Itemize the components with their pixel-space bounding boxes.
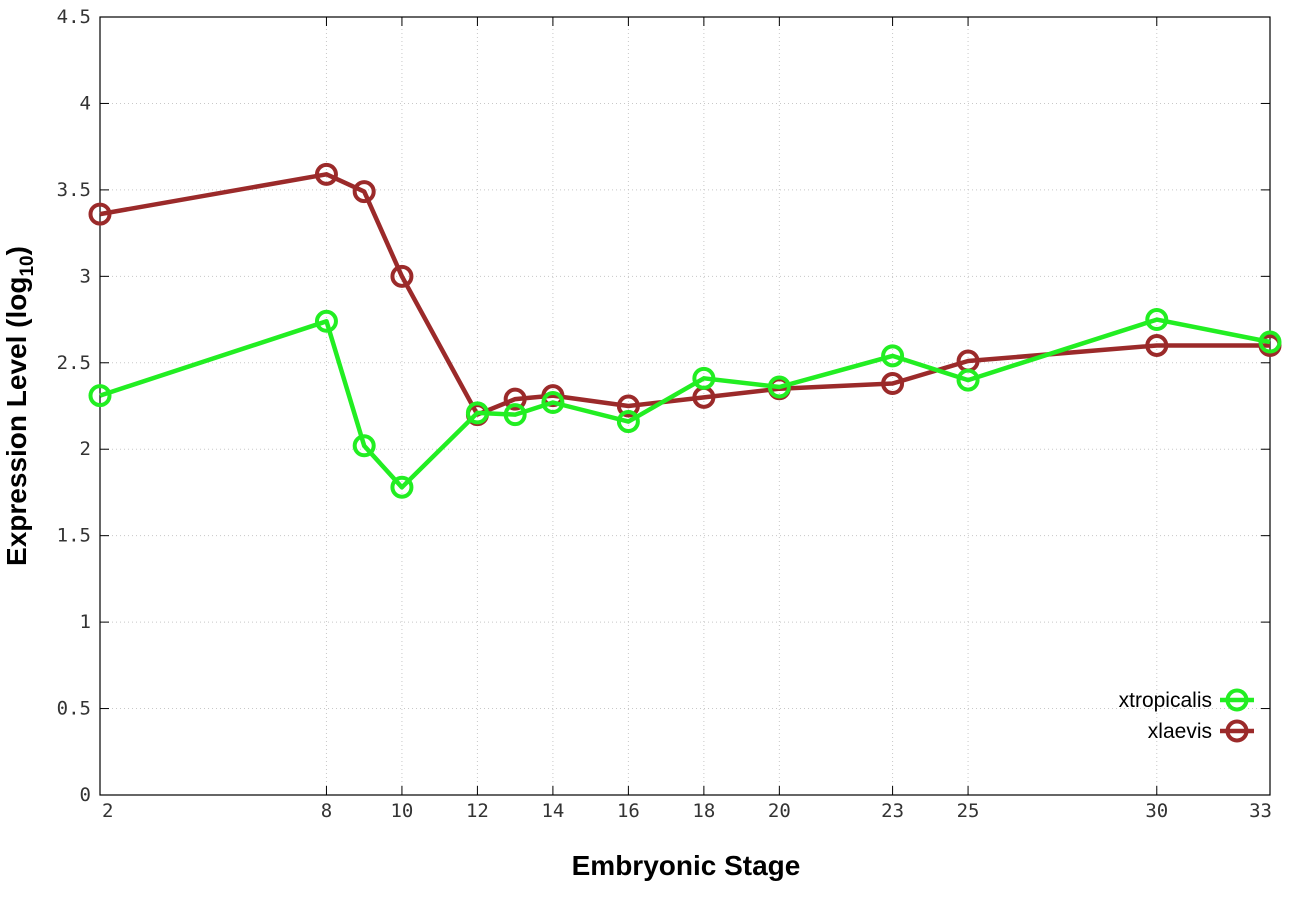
data-point-xtropicalis	[390, 475, 414, 499]
series-xtropicalis	[88, 308, 1282, 499]
data-point-xlaevis	[616, 394, 640, 418]
y-axis-title-close: )	[1, 246, 32, 255]
x-tick-label: 20	[768, 800, 791, 822]
x-tick-label: 30	[1145, 800, 1168, 822]
y-tick-label: 1.5	[57, 525, 91, 547]
series-line-xtropicalis	[99, 317, 1271, 490]
legend-entry-xtropicalis: xtropicalis	[1119, 688, 1254, 712]
data-point-xtropicalis	[503, 403, 527, 427]
data-point-xtropicalis	[465, 401, 489, 425]
y-tick-label: 0	[80, 784, 91, 806]
legend: xtropicalis xlaevis	[1119, 688, 1254, 743]
data-point-xlaevis	[541, 384, 565, 408]
x-tick-label: 16	[617, 800, 640, 822]
legend-label: xlaevis	[1148, 720, 1212, 743]
y-axis-title-main: Expression Level (log	[1, 277, 32, 566]
data-point-xtropicalis	[314, 309, 338, 333]
data-point-xtropicalis	[767, 375, 791, 399]
y-axis-title: Expression Level (log10)	[1, 246, 38, 566]
x-tick-label: 10	[390, 800, 413, 822]
y-tick-label: 3.5	[57, 179, 91, 201]
x-axis-ticks: 2 8 10 12 14 16 18 20 23 25 30 33	[99, 17, 1272, 822]
plot-area-frame	[99, 16, 1271, 796]
y-tick-label: 2	[80, 438, 91, 460]
y-tick-label: 0.5	[57, 698, 91, 720]
y-axis-ticks: 0 0.5 1 1.5 2 2.5 3 3.5 4 4.5	[57, 6, 1270, 806]
data-point-xlaevis	[88, 202, 112, 226]
y-tick-label: 1	[80, 611, 91, 633]
data-point-xlaevis	[352, 180, 376, 204]
data-point-xlaevis	[390, 264, 414, 288]
legend-entry-xlaevis: xlaevis	[1148, 719, 1254, 743]
x-axis-title: Embryonic Stage	[572, 850, 801, 881]
data-point-xtropicalis	[956, 368, 980, 392]
x-tick-label: 2	[102, 800, 113, 822]
data-point-xtropicalis	[88, 384, 112, 408]
x-tick-label: 25	[957, 800, 980, 822]
grid-lines	[100, 17, 1270, 795]
x-tick-label: 12	[466, 800, 489, 822]
data-point-xtropicalis	[1258, 330, 1282, 354]
x-tick-label: 33	[1249, 800, 1272, 822]
y-tick-label: 3	[80, 265, 91, 287]
y-tick-label: 2.5	[57, 352, 91, 374]
data-point-xlaevis	[314, 162, 338, 186]
x-tick-label: 23	[881, 800, 904, 822]
data-point-xlaevis	[503, 387, 527, 411]
data-point-xtropicalis	[881, 344, 905, 368]
data-point-xlaevis	[881, 372, 905, 396]
legend-label: xtropicalis	[1119, 689, 1212, 712]
data-point-xtropicalis	[541, 391, 565, 415]
legend-marker-swatch	[1225, 719, 1249, 743]
series-line-xlaevis	[99, 172, 1270, 417]
data-point-xtropicalis	[352, 434, 376, 458]
y-tick-label: 4.5	[57, 6, 91, 28]
data-point-xlaevis	[1145, 333, 1169, 357]
data-point-xtropicalis	[1145, 308, 1169, 332]
data-point-xtropicalis	[692, 366, 716, 390]
series-xlaevis	[88, 162, 1282, 427]
x-tick-label: 8	[321, 800, 332, 822]
data-point-xtropicalis	[616, 410, 640, 434]
data-series	[88, 162, 1282, 499]
x-tick-label: 18	[692, 800, 715, 822]
x-tick-label: 14	[541, 800, 564, 822]
y-axis-title-subscript: 10	[17, 255, 38, 276]
y-tick-label: 4	[80, 92, 91, 114]
legend-marker-swatch	[1225, 688, 1249, 712]
